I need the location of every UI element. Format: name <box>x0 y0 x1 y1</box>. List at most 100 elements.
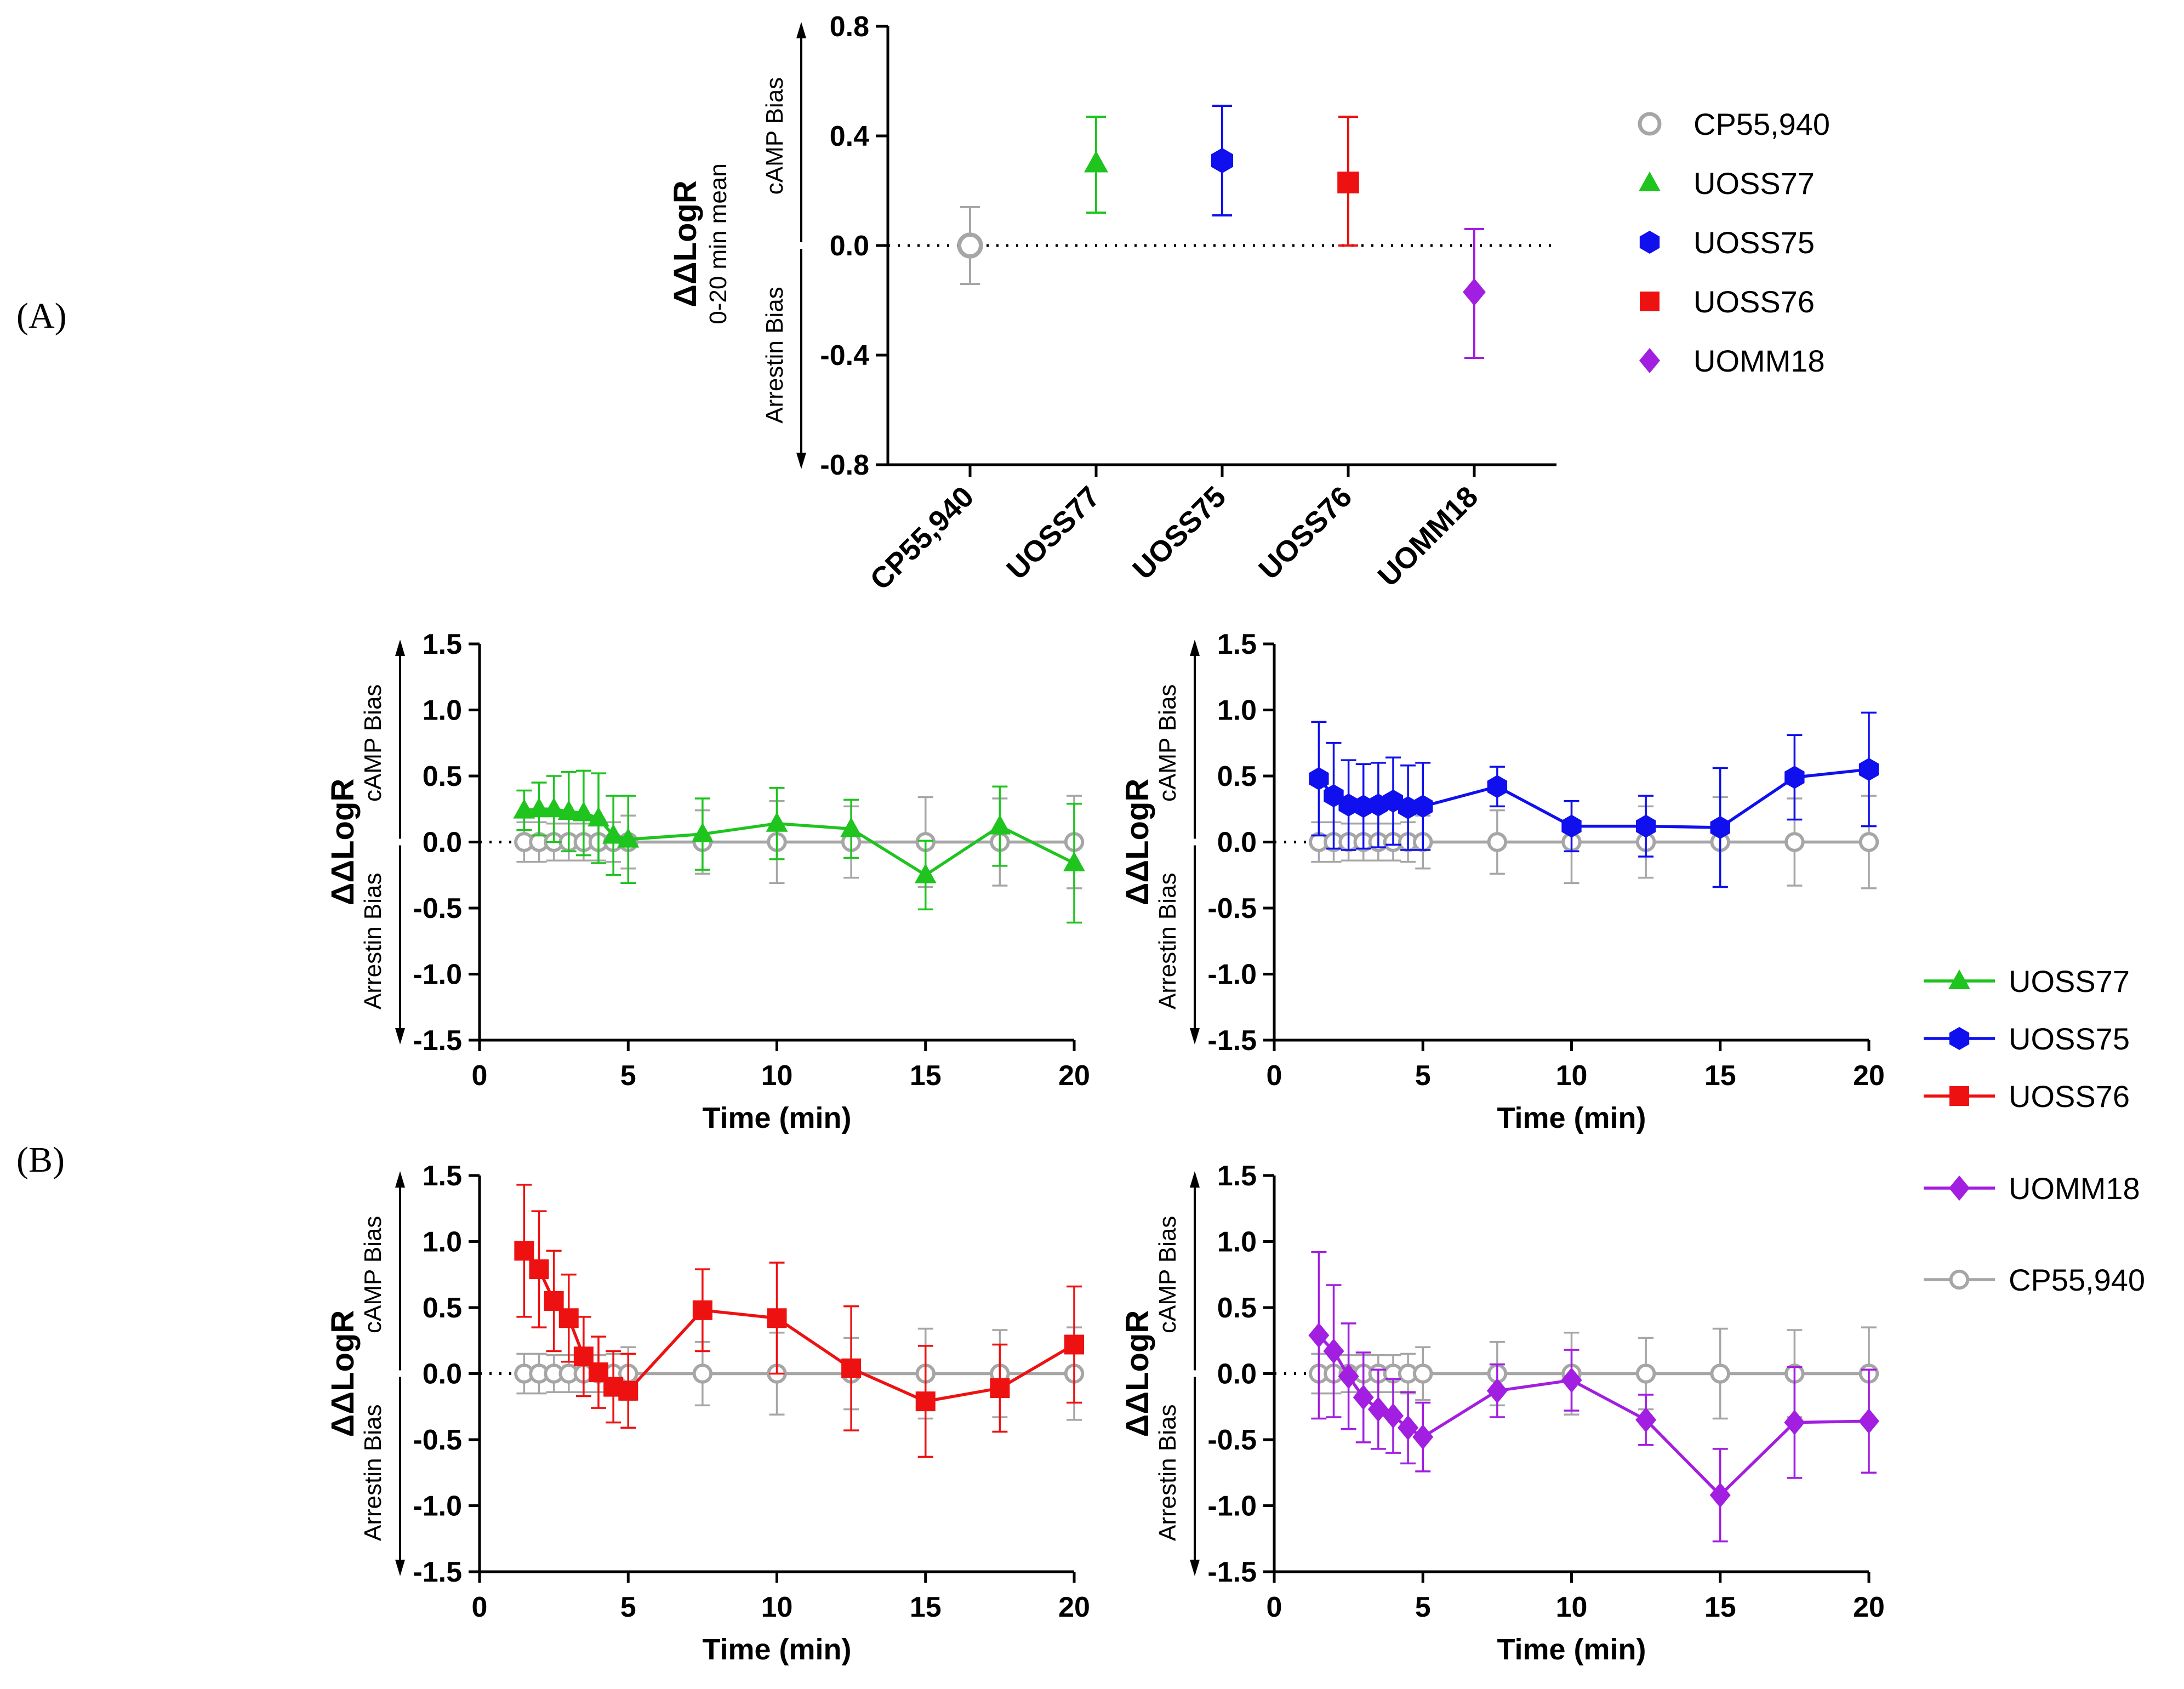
legend-b-label-uoss76: UOSS76 <box>2009 1079 2130 1114</box>
data-point-uoss77-shape <box>528 797 550 818</box>
y-tick-label: 0.0 <box>830 230 869 262</box>
y-tick-label: -0.5 <box>1207 1424 1257 1456</box>
bias-up-arrow-head <box>395 1171 405 1188</box>
data-point-uoss75 <box>1635 814 1656 838</box>
x-tick-label: 15 <box>1704 1591 1736 1623</box>
data-point-uoss76 <box>529 1259 549 1280</box>
y-tick-label: 1.0 <box>1217 1226 1257 1258</box>
y-tick-label: 1.5 <box>1217 1160 1257 1192</box>
data-point-uoss77 <box>513 798 535 819</box>
y-tick-label: 1.0 <box>1217 695 1257 727</box>
legend-a-marker-cp55-940-shape <box>1638 112 1662 136</box>
data-point-uomm18 <box>1323 1338 1344 1364</box>
data-point-uoss76-shape <box>1337 172 1359 193</box>
x-tick-label: 20 <box>1853 1591 1885 1623</box>
legend-b-marker-uoss75-shape <box>1949 1027 1970 1050</box>
y-tick-label: 0.5 <box>1217 1292 1257 1324</box>
data-point-uoss76-shape <box>990 1378 1010 1399</box>
data-point-cp55-940 <box>692 1363 713 1384</box>
data-point-uoss77-shape <box>602 824 625 844</box>
legend-a-marker-uomm18-shape <box>1639 348 1660 373</box>
legend-b-marker-uomm18-shape <box>1949 1176 1970 1201</box>
x-tick-label: 20 <box>1058 1591 1090 1623</box>
data-point-uomm18 <box>1784 1410 1805 1435</box>
y-axis-title: ΔΔLogR <box>1120 1310 1155 1437</box>
data-point-cp55-940-shape <box>1412 1363 1433 1384</box>
bias-up-label: cAMP Bias <box>360 1216 386 1333</box>
data-point-uoss76-shape <box>558 1308 579 1328</box>
data-point-uoss77 <box>1084 150 1108 173</box>
data-point-cp55-940 <box>1784 832 1805 852</box>
data-point-uomm18 <box>1353 1384 1374 1410</box>
legend-a-label-uoss77: UOSS77 <box>1693 166 1815 201</box>
series-uoss77 <box>513 769 1085 924</box>
bias-down-label: Arrestin Bias <box>360 873 386 1009</box>
x-tick-label: 15 <box>1704 1060 1736 1092</box>
data-point-uoss76 <box>990 1378 1010 1399</box>
bias-down-label: Arrestin Bias <box>761 287 788 423</box>
data-point-cp55-940-shape <box>1487 832 1508 852</box>
x-tick-label: 20 <box>1853 1060 1885 1092</box>
y-tick-label: 1.0 <box>423 1226 462 1258</box>
data-point-uoss75 <box>1858 757 1879 781</box>
data-point-uoss75 <box>1413 795 1433 818</box>
y-tick-label: -1.5 <box>413 1025 462 1057</box>
data-point-cp55-940 <box>1412 1363 1433 1384</box>
x-tick-label: 5 <box>620 1060 636 1092</box>
x-tick-label: 5 <box>1415 1060 1431 1092</box>
y-tick-label: -1.5 <box>1207 1025 1257 1057</box>
x-axis-title: Time (min) <box>1497 1102 1646 1134</box>
y-axis-title: ΔΔLogR <box>325 1310 361 1437</box>
data-point-uoss77 <box>766 812 788 832</box>
legend-b-marker-uoss76 <box>1949 1086 1969 1106</box>
data-point-uomm18-shape <box>1858 1408 1879 1434</box>
data-point-uoss77 <box>617 828 640 848</box>
legend-a-label-uomm18: UOMM18 <box>1693 344 1825 378</box>
y-tick-label: -0.8 <box>820 449 869 481</box>
x-axis-title: Time (min) <box>702 1102 851 1134</box>
data-point-uoss77-shape <box>557 800 580 820</box>
data-point-uoss77-shape <box>588 807 609 827</box>
bias-up-label: cAMP Bias <box>1154 1216 1181 1333</box>
legend-a-marker-uoss76-shape <box>1640 292 1660 311</box>
data-point-uoss76 <box>558 1308 579 1328</box>
y-tick-label: 0.4 <box>830 121 869 152</box>
chart-b3-uoss76-timecourse: 1.5 1.0 0.5 0.0 -0.5 -1.0 -1.5 0 5 10 15 20 Time (mi… <box>325 1160 1090 1666</box>
data-point-uoss77-shape <box>766 812 788 832</box>
bias-down-arrow-head <box>395 1560 405 1576</box>
data-point-cp55-940-shape <box>957 232 983 259</box>
data-point-uomm18-shape <box>1338 1363 1359 1389</box>
legend-a-marker-uoss75-shape <box>1639 231 1660 254</box>
bias-down-arrow-head <box>1190 1560 1200 1576</box>
data-point-uoss75-shape <box>1784 766 1805 789</box>
legend-b: UOSS77 UOSS75 UOSS76 UOMM18 CP55,940 <box>1924 964 2145 1297</box>
data-point-uoss77-shape <box>513 798 535 819</box>
data-point-uomm18-shape <box>1412 1424 1434 1450</box>
y-tick-label: -1.0 <box>1207 1491 1257 1522</box>
data-point-uoss76-shape <box>618 1380 638 1401</box>
data-point-uoss77 <box>543 797 565 818</box>
series-uoss76 <box>514 1184 1084 1458</box>
bias-up-label: cAMP Bias <box>761 77 788 195</box>
data-point-uoss75-shape <box>1309 767 1329 790</box>
data-point-uoss77-shape <box>840 817 863 837</box>
data-point-uoss77-shape <box>691 823 714 843</box>
data-point-uoss75-shape <box>1211 147 1234 174</box>
series-cp55-940 <box>1309 1326 1879 1421</box>
y-tick-label: -0.5 <box>1207 893 1257 925</box>
chart-b2-uoss75-timecourse: 1.5 1.0 0.5 0.0 -0.5 -1.0 -1.5 0 5 10 15 20 Time (mi… <box>1120 629 1885 1134</box>
x-category-label: UOSS77 <box>1000 480 1106 586</box>
data-point-uomm18 <box>1463 278 1486 306</box>
series-uoss75 <box>1309 711 1879 888</box>
y-tick-label: 0.5 <box>423 761 462 792</box>
data-point-uoss76 <box>1064 1334 1084 1355</box>
x-tick-label: 10 <box>761 1060 793 1092</box>
data-point-cp55-940-shape <box>1710 1363 1731 1384</box>
bias-up-arrow-head <box>1190 640 1200 656</box>
data-point-cp55-940-shape <box>1635 1363 1656 1384</box>
data-point-cp55-940 <box>957 232 983 259</box>
legend-b-marker-cp55-940-shape <box>1949 1269 1970 1290</box>
data-point-uomm18 <box>1561 1367 1582 1393</box>
data-point-uoss77-shape <box>572 801 595 821</box>
data-point-uoss77-shape <box>1063 852 1085 872</box>
